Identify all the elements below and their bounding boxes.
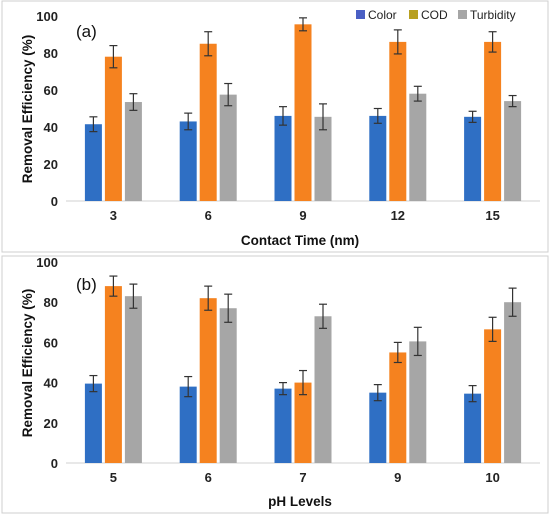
panel-b-y-tick-label: 0 bbox=[51, 456, 58, 471]
panel-a-y-tick-label: 40 bbox=[44, 120, 58, 135]
panel-b-bar-cod-10 bbox=[484, 329, 502, 463]
panel-a-bar-color-15 bbox=[464, 116, 482, 201]
panel-b-bar-turbidity-5 bbox=[124, 296, 142, 463]
panel-b-x-tick-label: 6 bbox=[205, 470, 212, 485]
panel-b-x-tick-label: 7 bbox=[299, 470, 306, 485]
panel-a-bar-cod-12 bbox=[389, 41, 407, 202]
panel-a-x-tick-label: 3 bbox=[110, 208, 117, 223]
legend: Color COD Turbidity bbox=[356, 8, 516, 22]
panel-b-border bbox=[1, 255, 549, 514]
panel-b-bar-cod-9 bbox=[389, 352, 407, 463]
panel-b-y-tick-label: 80 bbox=[44, 295, 58, 310]
panel-b-bar-turbidity-7 bbox=[314, 316, 332, 463]
panel-b-x-tick-label: 9 bbox=[394, 470, 401, 485]
panel-b-bar-color-5 bbox=[84, 383, 102, 463]
legend-swatch-color bbox=[356, 10, 365, 19]
panel-b-y-tick-label: 40 bbox=[44, 376, 58, 391]
panel-a-x-tick-label: 6 bbox=[205, 208, 212, 223]
panel-b-bar-color-10 bbox=[464, 393, 482, 463]
panel-a-bar-turbidity-15 bbox=[504, 101, 522, 201]
panel-a-border bbox=[1, 0, 549, 253]
panel-a-y-tick-label: 20 bbox=[44, 157, 58, 172]
panel-a-x-tick-label: 15 bbox=[485, 208, 499, 223]
panel-a-y-axis-title: Removal Efficiency (%) bbox=[20, 35, 35, 184]
panel-b-x-tick-label: 5 bbox=[110, 470, 117, 485]
panel-a-y-tick-label: 60 bbox=[44, 83, 58, 98]
panel-a-bar-cod-6 bbox=[199, 43, 217, 201]
panel-a-bar-color-3 bbox=[84, 124, 102, 201]
panel-a-label: (a) bbox=[76, 22, 97, 41]
panel-b: (b) pH Levels Removal Efficiency (%) 0 20… bbox=[1, 255, 549, 514]
panel-a-bar-color-12 bbox=[369, 115, 387, 201]
panel-b-bar-cod-7 bbox=[294, 382, 312, 463]
panel-b-y-axis-title: Removal Efficiency (%) bbox=[20, 289, 35, 438]
legend-swatch-cod bbox=[409, 10, 418, 19]
panel-a-bar-color-9 bbox=[274, 115, 292, 201]
panel-b-bar-cod-5 bbox=[104, 286, 122, 463]
panel-b-label: (b) bbox=[76, 275, 97, 294]
panel-a-x-tick-label: 9 bbox=[299, 208, 306, 223]
panel-a-y-tick-label: 100 bbox=[36, 9, 58, 24]
legend-label-turbidity: Turbidity bbox=[470, 8, 516, 22]
legend-swatch-turbidity bbox=[458, 10, 467, 19]
panel-b-x-axis-title: pH Levels bbox=[268, 494, 332, 509]
panel-a-bar-cod-3 bbox=[104, 56, 122, 202]
panel-b-y-tick-label: 20 bbox=[44, 416, 58, 431]
panel-a-bar-turbidity-6 bbox=[219, 94, 237, 201]
panel-b-bar-color-6 bbox=[179, 386, 197, 463]
panel-a: (a) Contact Time (nm) Removal Efficiency… bbox=[1, 0, 549, 253]
panel-a-x-tick-label: 12 bbox=[391, 208, 405, 223]
panel-a-y-tick-label: 0 bbox=[51, 194, 58, 209]
panel-b-bar-color-9 bbox=[369, 392, 387, 463]
panel-b-bar-turbidity-10 bbox=[504, 302, 522, 463]
panel-a-bar-cod-15 bbox=[484, 41, 502, 202]
panel-a-x-axis-title: Contact Time (nm) bbox=[241, 233, 359, 248]
panel-b-plot-area: 0 20 40 60 80 100 5 6 7 9 10 bbox=[36, 255, 540, 485]
panel-b-bar-color-7 bbox=[274, 388, 292, 463]
panel-b-bar-cod-6 bbox=[199, 298, 217, 463]
panel-b-x-tick-label: 10 bbox=[485, 470, 499, 485]
legend-label-color: Color bbox=[368, 8, 397, 22]
panel-a-bar-turbidity-9 bbox=[314, 116, 332, 201]
panel-a-bar-cod-9 bbox=[294, 24, 312, 202]
panel-b-bar-turbidity-6 bbox=[219, 308, 237, 463]
panel-b-y-tick-label: 100 bbox=[36, 255, 58, 270]
panel-a-plot-area: 0 20 40 60 80 100 3 6 9 12 15 bbox=[36, 9, 540, 223]
legend-label-cod: COD bbox=[421, 8, 448, 22]
panel-a-bar-color-6 bbox=[179, 121, 197, 201]
panel-b-y-tick-label: 60 bbox=[44, 335, 58, 350]
panel-a-bar-turbidity-3 bbox=[124, 102, 142, 201]
panel-a-bar-turbidity-12 bbox=[409, 93, 427, 201]
panel-b-bar-turbidity-9 bbox=[409, 341, 427, 463]
panel-a-y-tick-label: 80 bbox=[44, 46, 58, 61]
